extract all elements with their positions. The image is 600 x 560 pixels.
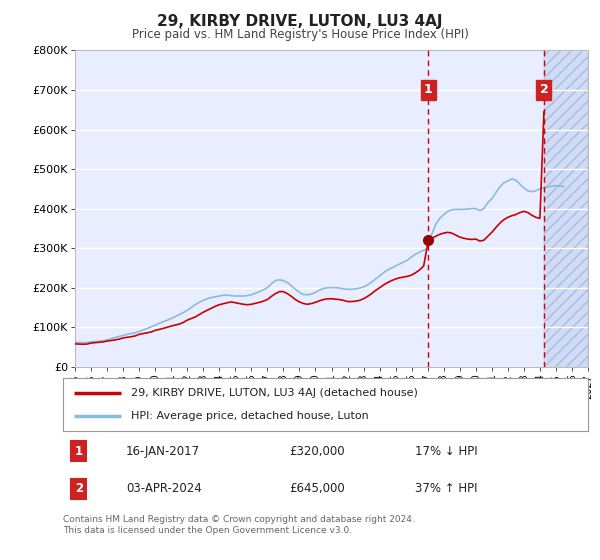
Text: 16-JAN-2017: 16-JAN-2017 — [126, 445, 200, 458]
Text: HPI: Average price, detached house, Luton: HPI: Average price, detached house, Luto… — [131, 411, 369, 421]
Text: 1: 1 — [424, 83, 433, 96]
Text: 03-APR-2024: 03-APR-2024 — [126, 482, 202, 496]
Text: £320,000: £320,000 — [289, 445, 344, 458]
Text: 1: 1 — [74, 445, 83, 458]
Text: 37% ↑ HPI: 37% ↑ HPI — [415, 482, 477, 496]
Text: Price paid vs. HM Land Registry's House Price Index (HPI): Price paid vs. HM Land Registry's House … — [131, 28, 469, 41]
Text: 17% ↓ HPI: 17% ↓ HPI — [415, 445, 478, 458]
Text: 29, KIRBY DRIVE, LUTON, LU3 4AJ: 29, KIRBY DRIVE, LUTON, LU3 4AJ — [157, 14, 443, 29]
Text: 2: 2 — [539, 83, 548, 96]
Text: 2: 2 — [74, 482, 83, 496]
Text: £645,000: £645,000 — [289, 482, 344, 496]
Bar — [544, 50, 588, 367]
Text: 29, KIRBY DRIVE, LUTON, LU3 4AJ (detached house): 29, KIRBY DRIVE, LUTON, LU3 4AJ (detache… — [131, 388, 418, 398]
Text: Contains HM Land Registry data © Crown copyright and database right 2024.
This d: Contains HM Land Registry data © Crown c… — [63, 515, 415, 535]
